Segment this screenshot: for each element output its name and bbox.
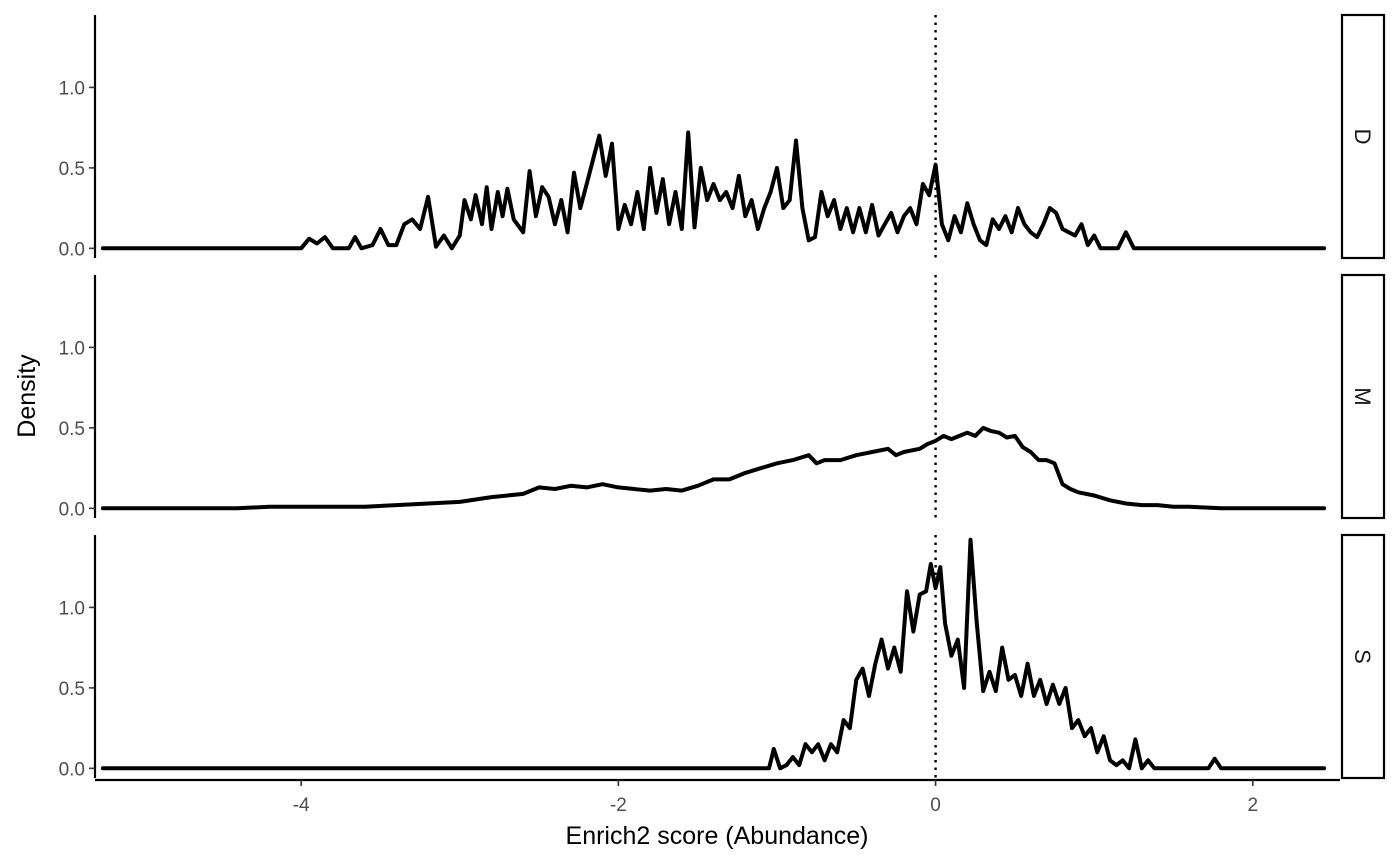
y-tick-label: 0.0: [59, 239, 85, 260]
facet-panel-m: 0.0 0.5 1.0 M: [59, 273, 1386, 520]
y-tick-label: 0.5: [59, 419, 85, 440]
y-tick-label: 1.0: [59, 78, 85, 99]
x-axis: -4 -2 0 2: [95, 778, 1340, 816]
x-axis-title: Enrich2 score (Abundance): [566, 822, 869, 850]
facet-panel-s: 0.0 0.5 1.0 S: [59, 533, 1386, 780]
facet-strip-label: S: [1350, 649, 1375, 664]
y-tick-label: 0.0: [59, 499, 85, 520]
facet-panel-d: 0.0 0.5 1.0 D: [59, 13, 1386, 260]
y-tick-label: 0.5: [59, 679, 85, 700]
density-line-d: [100, 130, 1327, 251]
density-line-s: [100, 537, 1327, 771]
facets-layer: 0.0 0.5 1.0 D 0.0 0.5 1.0 M 0.0 0.5 1.0 S: [59, 13, 1386, 780]
y-tick-label: 1.0: [59, 598, 85, 619]
facet-strip: [1340, 533, 1386, 780]
x-tick-label: 0: [930, 795, 941, 816]
y-tick-label: 0.5: [59, 159, 85, 180]
x-tick-label: -4: [293, 795, 310, 816]
facet-strip: [1340, 13, 1386, 260]
density-line-m: [100, 425, 1327, 511]
x-tick-label: 2: [1247, 795, 1258, 816]
facet-strip-label: M: [1350, 387, 1375, 405]
y-tick-label: 0.0: [59, 759, 85, 780]
facet-strip: [1340, 273, 1386, 520]
facet-strip-label: D: [1350, 129, 1375, 145]
y-axis-title: Density: [13, 354, 41, 438]
y-tick-label: 1.0: [59, 338, 85, 359]
x-tick-label: -2: [610, 795, 627, 816]
